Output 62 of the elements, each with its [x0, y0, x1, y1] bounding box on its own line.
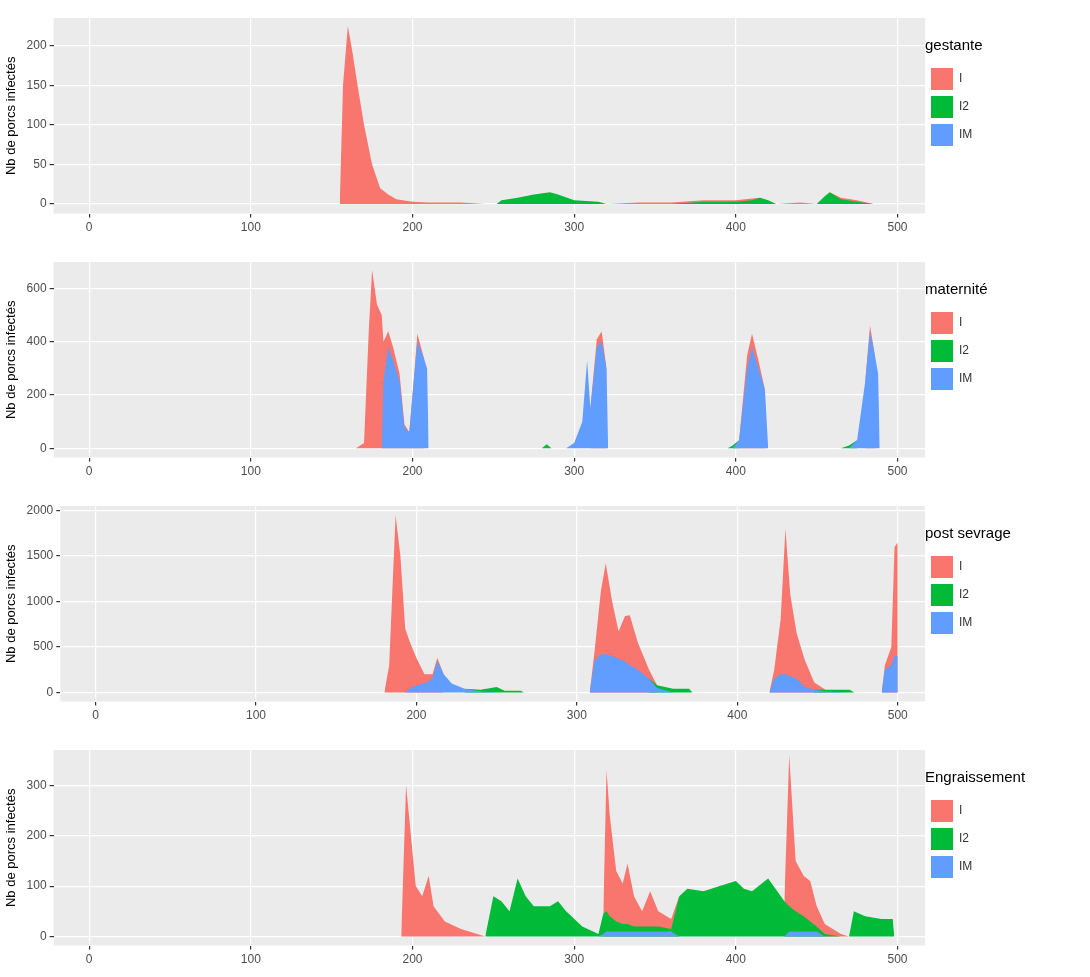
y-tick-label: 100 [26, 117, 47, 132]
x-tick-label: 100 [240, 952, 262, 967]
x-tick-label: 500 [887, 708, 909, 723]
y-axis-title: Nb de porcs infectés [3, 788, 19, 908]
x-tick-label: 300 [564, 464, 585, 479]
y-tick-label: 50 [33, 156, 47, 171]
x-tick-label: 0 [85, 220, 93, 235]
y-tick-label: 1000 [26, 593, 54, 608]
legend-label: IM [959, 371, 973, 386]
legend-label: I [959, 559, 963, 574]
x-tick-label: 400 [727, 708, 748, 723]
x-tick-label: 500 [887, 952, 908, 967]
legend-label: IM [959, 615, 973, 630]
x-tick-label: 0 [92, 708, 100, 723]
legend-label: I2 [959, 99, 970, 114]
y-tick-label: 150 [26, 77, 47, 92]
y-tick-label: 200 [26, 828, 47, 843]
y-tick-label: 500 [33, 639, 54, 654]
x-tick-label: 500 [887, 464, 908, 479]
legend-label: I [959, 803, 963, 818]
legend-label: I2 [959, 587, 970, 602]
x-tick-label: 400 [725, 220, 747, 235]
legend-title: maternité [925, 279, 988, 297]
x-tick-label: 100 [240, 464, 262, 479]
legend-label: IM [959, 859, 973, 874]
x-tick-label: 500 [887, 220, 908, 235]
y-tick-label: 0 [39, 440, 47, 455]
y-axis-title: Nb de porcs infectés [3, 56, 19, 176]
y-axis-title: Nb de porcs infectés [3, 544, 19, 664]
y-tick-label: 100 [26, 878, 47, 893]
legend-label: I [959, 315, 963, 330]
legend-label: I2 [959, 343, 970, 358]
y-tick-label: 400 [26, 334, 47, 349]
y-tick-label: 0 [39, 928, 47, 943]
y-tick-label: 200 [26, 38, 47, 53]
x-tick-label: 400 [725, 952, 747, 967]
y-tick-label: 0 [46, 684, 54, 699]
x-tick-label: 0 [85, 952, 93, 967]
y-tick-label: 0 [39, 196, 47, 211]
y-tick-label: 600 [26, 280, 47, 295]
x-tick-label: 0 [85, 464, 93, 479]
legend-label: I [959, 71, 963, 86]
y-tick-label: 300 [26, 777, 47, 792]
x-tick-label: 200 [402, 220, 423, 235]
y-tick-label: 200 [26, 387, 47, 402]
legend-title: gestante [925, 35, 983, 53]
y-tick-label: 2000 [26, 502, 54, 517]
x-tick-label: 200 [402, 952, 423, 967]
legend-title: post sevrage [925, 523, 1011, 541]
x-tick-label: 400 [725, 464, 747, 479]
x-tick-label: 300 [564, 952, 585, 967]
x-tick-label: 300 [566, 708, 588, 723]
x-tick-label: 200 [406, 708, 427, 723]
x-tick-label: 300 [564, 220, 585, 235]
legend-title: Engraissement [925, 767, 1026, 785]
x-tick-label: 100 [246, 708, 267, 723]
x-tick-label: 100 [240, 220, 262, 235]
x-tick-label: 200 [402, 464, 423, 479]
y-axis-title: Nb de porcs infectés [3, 300, 19, 420]
legend-label: IM [959, 127, 973, 142]
y-tick-label: 1500 [26, 548, 54, 563]
legend-label: I2 [959, 831, 970, 846]
